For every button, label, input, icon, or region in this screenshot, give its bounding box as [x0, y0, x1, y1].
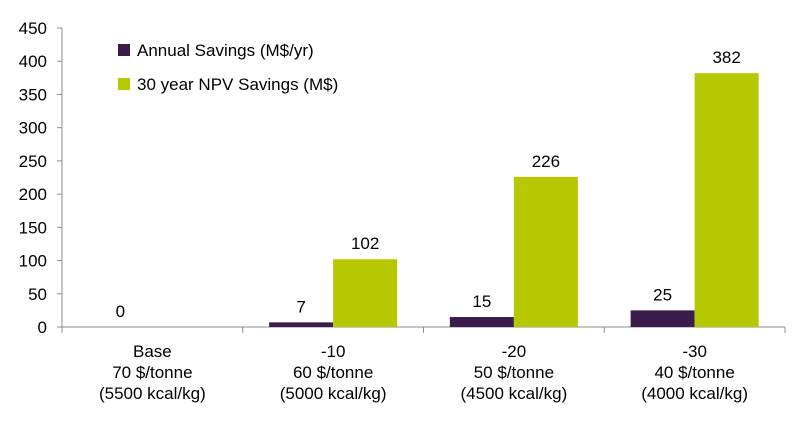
y-tick-label: 0	[38, 318, 47, 337]
category-label: -10 60 $/tonne (5000 kcal/kg)	[280, 342, 387, 403]
legend-swatch-npv	[118, 78, 130, 90]
data-label: 226	[532, 152, 560, 171]
data-label: 102	[351, 234, 379, 253]
bar-annual	[630, 310, 695, 327]
y-tick-label: 450	[19, 19, 47, 38]
y-tick-label: 250	[19, 152, 47, 171]
legend: Annual Savings (M$/yr) 30 year NPV Savin…	[118, 41, 338, 94]
y-tick-label: 50	[28, 285, 47, 304]
data-label: 0	[116, 302, 125, 321]
data-label: 25	[653, 285, 672, 304]
y-tick-label: 350	[19, 85, 47, 104]
data-label: 7	[296, 297, 305, 316]
y-tick-label: 100	[19, 252, 47, 271]
legend-label-annual: Annual Savings (M$/yr)	[137, 41, 314, 60]
category-label: Base 70 $/tonne (5500 kcal/kg)	[99, 342, 206, 403]
y-tick-label: 150	[19, 218, 47, 237]
data-labels: 0 7 102 15 226 25 382	[116, 48, 741, 321]
y-tick-label: 200	[19, 185, 47, 204]
category-label: -20 50 $/tonne (4500 kcal/kg)	[460, 342, 567, 403]
data-label: 382	[712, 48, 740, 67]
category-labels: Base 70 $/tonne (5500 kcal/kg) -10 60 $/tonn…	[99, 342, 748, 403]
legend-swatch-annual	[118, 44, 130, 56]
y-tick-label: 300	[19, 119, 47, 138]
bar-npv	[513, 176, 578, 327]
bars	[269, 73, 759, 327]
data-label: 15	[472, 292, 491, 311]
y-tick-label: 400	[19, 52, 47, 71]
legend-label-npv: 30 year NPV Savings (M$)	[137, 75, 338, 94]
bar-npv	[694, 73, 759, 327]
category-label: -30 40 $/tonne (4000 kcal/kg)	[641, 342, 748, 403]
bar-annual	[269, 322, 334, 327]
bar-annual	[449, 317, 514, 327]
bar-npv	[333, 259, 398, 327]
